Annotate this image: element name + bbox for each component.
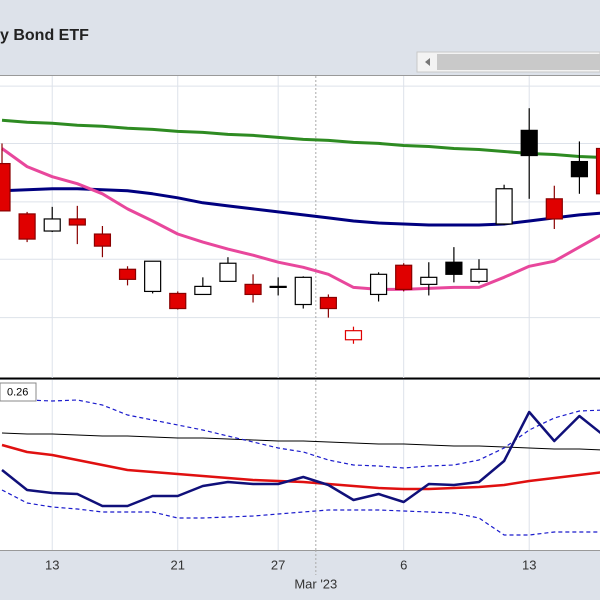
candle-body — [520, 129, 538, 157]
indicator-label-box — [0, 382, 37, 402]
indicator-label: 0.26 — [7, 386, 28, 398]
indicator-panel — [0, 380, 600, 550]
candle-body — [93, 233, 112, 247]
line-series — [1, 489, 600, 536]
candle-body — [0, 162, 11, 212]
line-series — [1, 432, 600, 451]
candle-body — [294, 276, 312, 306]
candle-body — [319, 296, 337, 310]
candle-body — [495, 188, 513, 225]
candle-body — [545, 198, 563, 220]
scroll-thumb[interactable] — [437, 54, 600, 70]
line-series — [1, 118, 600, 159]
candle-body — [194, 285, 212, 296]
line-series — [1, 410, 600, 508]
candle-body — [445, 261, 463, 275]
x-tick-label: 21 — [171, 557, 185, 572]
x-tick-label: 13 — [45, 557, 59, 572]
candle-body — [420, 276, 438, 285]
candle-body — [269, 285, 287, 288]
candle-body — [118, 268, 137, 280]
x-tick-label: 13 — [522, 557, 536, 572]
candle-body — [219, 262, 237, 282]
x-tick-label: 6 — [400, 557, 407, 572]
candle-body — [18, 213, 36, 240]
candle-body — [395, 264, 413, 291]
x-month-label: Mar '23 — [294, 576, 337, 591]
candle-body — [595, 147, 600, 195]
x-tick-label: 27 — [271, 557, 285, 572]
line-series — [1, 147, 600, 291]
scroll-left[interactable] — [425, 58, 430, 66]
candle-body — [144, 260, 162, 293]
candle-body — [369, 273, 388, 296]
line-series — [2, 399, 600, 469]
candle-body — [470, 268, 488, 282]
candle-body — [43, 218, 61, 232]
candle-body — [570, 160, 589, 178]
candle-body — [68, 218, 86, 226]
line-series — [1, 443, 600, 491]
candle-body — [244, 283, 262, 296]
indicator-plot — [1, 380, 600, 550]
price-plot — [0, 76, 600, 378]
chart-title: y Bond ETF — [0, 27, 89, 44]
x-axis: 13 21 27 6 13 Mar '23 — [45, 550, 536, 591]
candle-body — [169, 292, 187, 310]
candle-body — [344, 330, 363, 341]
price-panel — [0, 76, 600, 378]
